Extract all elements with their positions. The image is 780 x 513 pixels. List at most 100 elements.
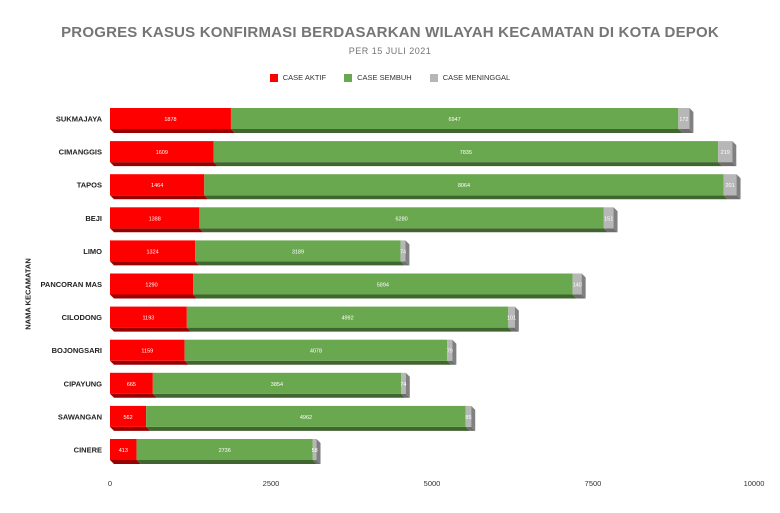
y-tick-label: PANCORAN MAS (40, 280, 102, 289)
data-label: 6947 (449, 117, 461, 123)
data-label: 4962 (300, 415, 312, 421)
bar-segment (603, 207, 614, 229)
data-label: 5894 (377, 283, 389, 289)
y-tick-label: CIMANGGIS (59, 148, 102, 157)
bar-bottom-face (110, 162, 218, 167)
bar-segment (213, 141, 719, 163)
y-tick-label: CINERE (74, 446, 102, 455)
data-label: 562 (124, 415, 133, 421)
data-label: 1609 (156, 150, 168, 156)
bar-segment (110, 405, 147, 427)
data-label: 74 (400, 382, 406, 388)
legend-item-aktif: CASE AKTIF (269, 73, 327, 82)
bar-segment (718, 141, 733, 163)
bar-segment (110, 141, 214, 163)
bar-bottom-face (447, 360, 457, 365)
bar-side-face (689, 108, 694, 133)
bar-bottom-face (152, 393, 406, 398)
bar-segment (110, 339, 185, 361)
bar-side-face (613, 207, 618, 233)
y-tick-label: LIMO (83, 247, 102, 256)
data-label: 74 (400, 249, 406, 255)
bar-bottom-face (312, 460, 321, 464)
data-label: 1324 (147, 249, 159, 255)
bar-segment (508, 306, 515, 328)
bar-segment (723, 174, 737, 196)
bar-bottom-face (195, 261, 405, 266)
bar-bottom-face (110, 294, 198, 299)
data-label: 6280 (395, 216, 407, 222)
bar-bottom-face (110, 360, 189, 365)
legend-label-aktif: CASE AKTIF (282, 73, 327, 82)
data-label: 413 (119, 448, 128, 454)
data-label: 3854 (271, 382, 283, 388)
bar-bottom-face (199, 228, 608, 233)
bar-segment (152, 372, 402, 394)
bar-bottom-face (401, 393, 410, 398)
bar-segment (447, 339, 453, 361)
bar-segment (678, 108, 690, 129)
x-tick-label: 10000 (744, 479, 765, 488)
bar-side-face (581, 273, 586, 299)
bar-segment (199, 207, 604, 229)
data-label: 1159 (141, 349, 153, 355)
bar-bottom-face (718, 162, 737, 167)
bar-segment (110, 240, 196, 262)
bar-side-face (736, 174, 741, 200)
legend-swatch-sembuh (344, 73, 353, 82)
bar-segment (110, 207, 200, 229)
bar-segment (146, 405, 466, 427)
bar-bottom-face (110, 261, 200, 266)
bar-segment (400, 240, 406, 262)
bar-segment (204, 174, 724, 196)
bar-bottom-face (146, 426, 470, 431)
data-label: 85 (465, 415, 471, 421)
data-label: 7835 (460, 150, 472, 156)
legend: CASE AKTIF CASE SEMBUH CASE MENINGGAL (0, 73, 780, 82)
bar-bottom-face (204, 195, 728, 200)
data-label: 1193 (143, 316, 155, 322)
data-label: 1388 (149, 216, 161, 222)
data-label: 665 (127, 382, 136, 388)
bar-segment (136, 439, 313, 460)
bar-segment (110, 372, 153, 394)
data-label: 151 (604, 216, 613, 222)
bar-bottom-face (186, 327, 513, 332)
bar-segment (230, 108, 679, 129)
y-tick-label: SAWANGAN (58, 412, 102, 421)
bar-segment (195, 240, 401, 262)
data-label: 79 (447, 349, 453, 355)
data-label: 101 (507, 316, 516, 322)
bar-segment (110, 439, 137, 460)
bar-bottom-face (465, 426, 476, 431)
bar-bottom-face (110, 129, 235, 133)
y-tick-label: SUKMAJAYA (56, 115, 103, 124)
bar-segment (401, 372, 406, 394)
legend-label-sembuh: CASE SEMBUH (357, 73, 412, 82)
bar-bottom-face (110, 327, 191, 332)
y-tick-label: CILODONG (62, 313, 103, 322)
x-tick-label: 5000 (424, 479, 441, 488)
bar-bottom-face (110, 460, 141, 464)
legend-swatch-meninggal (429, 73, 438, 82)
legend-item-sembuh: CASE SEMBUH (344, 73, 412, 82)
bar-bottom-face (678, 129, 694, 133)
bar-bottom-face (723, 195, 741, 200)
bar-segment (193, 273, 573, 295)
bar-bottom-face (230, 129, 683, 133)
y-tick-label: BOJONGSARI (52, 346, 102, 355)
bar-bottom-face (110, 393, 157, 398)
bar-segment (184, 339, 448, 361)
x-tick-label: 7500 (585, 479, 602, 488)
bar-segment (110, 273, 194, 295)
bar-segment (110, 108, 231, 129)
data-label: 172 (679, 117, 688, 123)
bar-side-face (452, 339, 457, 365)
bar-side-face (514, 306, 519, 332)
data-label: 4078 (310, 349, 322, 355)
bar-side-face (316, 439, 321, 464)
data-label: 3189 (292, 249, 304, 255)
legend-label-meninggal: CASE MENINGGAL (442, 73, 511, 82)
y-tick-label: CIPAYUNG (64, 379, 103, 388)
data-label: 2736 (219, 448, 231, 454)
